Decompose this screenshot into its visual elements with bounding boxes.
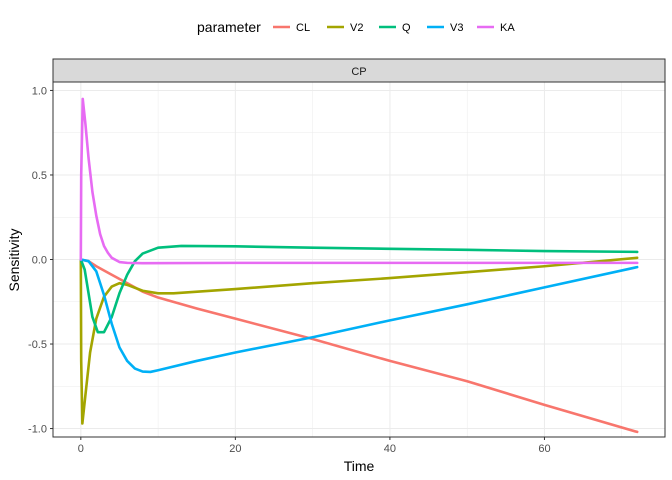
x-tick-label: 20 <box>229 443 241 455</box>
y-tick-label: -0.5 <box>28 339 47 351</box>
series-line-v2 <box>79 256 639 425</box>
series-line-v3 <box>79 258 639 374</box>
x-axis-title: Time <box>344 458 375 474</box>
legend-label-cl: CL <box>296 22 310 34</box>
series-line-cl <box>79 258 639 434</box>
x-tick-label: 60 <box>538 443 550 455</box>
legend-title: parameter <box>197 19 261 35</box>
y-tick-label: 0.0 <box>32 255 47 267</box>
y-tick-label: 0.5 <box>32 170 47 182</box>
legend-label-v3: V3 <box>450 22 463 34</box>
x-tick-label: 40 <box>384 443 396 455</box>
y-axis: -1.0 -0.5 0.0 0.5 1.0 <box>28 85 53 436</box>
legend: parameter CL V2 Q V3 KA <box>197 19 515 35</box>
legend-label-v2: V2 <box>350 22 363 34</box>
series-line-q <box>79 244 639 334</box>
y-axis-title: Sensitivity <box>6 228 22 291</box>
x-axis: 0 20 40 60 <box>78 437 551 455</box>
legend-label-q: Q <box>402 22 411 34</box>
y-tick-label: -1.0 <box>28 424 47 436</box>
facet-strip-label: CP <box>351 66 366 78</box>
y-tick-label: 1.0 <box>32 85 47 97</box>
legend-label-ka: KA <box>500 22 515 34</box>
series-lines <box>79 97 639 434</box>
x-tick-label: 0 <box>78 443 84 455</box>
series-line-ka <box>79 97 639 265</box>
